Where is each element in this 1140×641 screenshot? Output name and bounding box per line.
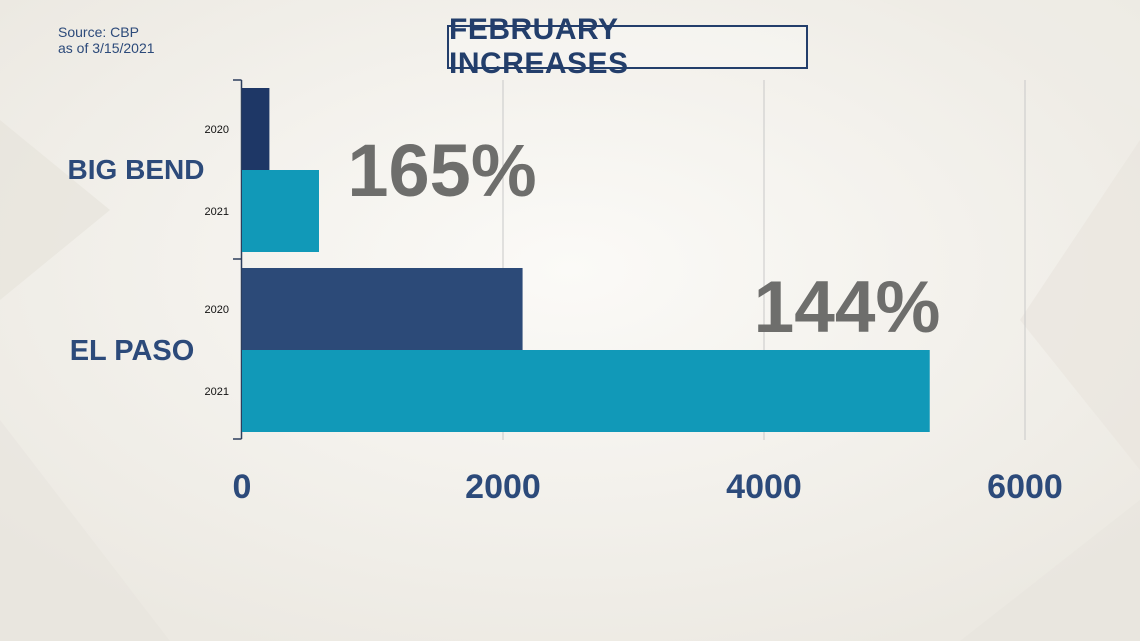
chart-title: FEBRUARY INCREASES — [447, 13, 808, 80]
year-label-2020: 2020 — [205, 304, 229, 316]
percent-increase-label: 144% — [754, 267, 941, 348]
year-label-2021: 2021 — [205, 386, 229, 398]
year-label-2021: 2021 — [205, 206, 229, 218]
bar-el-paso-2020 — [242, 268, 523, 350]
percent-increase-label: 165% — [347, 129, 536, 212]
source-note: Source: CBP as of 3/15/2021 — [58, 24, 155, 56]
x-tick-label-4000: 4000 — [726, 468, 802, 506]
bar-el-paso-2021 — [242, 350, 930, 432]
bar-big-bend-2020 — [242, 88, 270, 170]
category-label-el-paso: EL PASO — [70, 335, 195, 367]
x-tick-label-6000: 6000 — [987, 468, 1063, 506]
x-tick-label-0: 0 — [233, 468, 252, 506]
category-label-big-bend: BIG BEND — [68, 154, 205, 185]
year-label-2020: 2020 — [205, 124, 229, 136]
x-tick-label-2000: 2000 — [465, 468, 541, 506]
date-line: as of 3/15/2021 — [58, 40, 155, 56]
source-line: Source: CBP — [58, 24, 139, 40]
bar-big-bend-2021 — [242, 170, 319, 252]
